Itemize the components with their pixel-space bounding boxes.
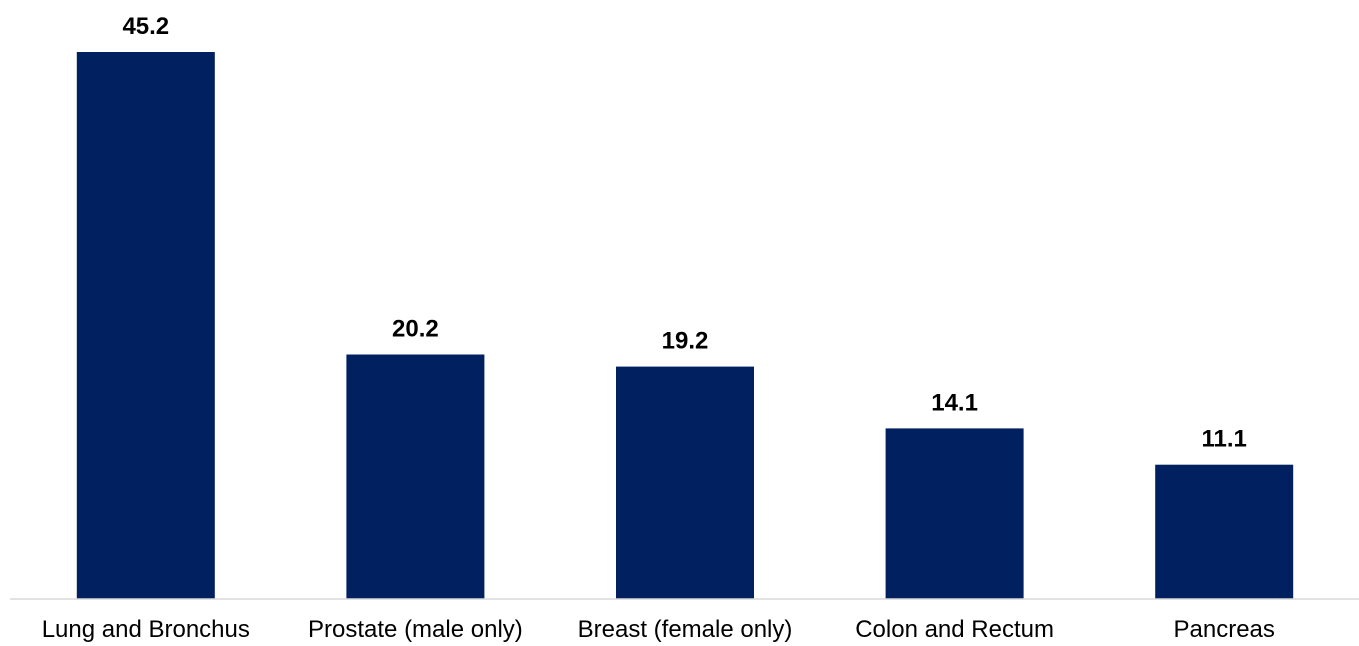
- category-tick-label: Lung and Bronchus: [42, 616, 250, 643]
- data-label: 14.1: [931, 389, 978, 416]
- bar: [885, 428, 1024, 599]
- bars-layer: [76, 52, 1294, 599]
- category-tick-label: Pancreas: [1174, 616, 1275, 643]
- data-label: 20.2: [392, 316, 439, 343]
- bar: [346, 354, 485, 599]
- category-tick-label: Breast (female only): [578, 616, 793, 643]
- category-tick-label: Prostate (male only): [308, 616, 523, 643]
- bar: [616, 366, 754, 599]
- category-labels-layer: Lung and Bronchus Prostate (male only) Bre…: [42, 616, 1275, 643]
- bar: [1155, 464, 1294, 599]
- data-label: 45.2: [122, 13, 169, 40]
- bar: [76, 52, 215, 599]
- category-tick-label: Colon and Rectum: [855, 616, 1054, 643]
- data-label: 19.2: [662, 328, 709, 355]
- data-label: 11.1: [1202, 426, 1247, 453]
- data-labels-layer: 45.2 20.2 19.2 14.1 11.1: [122, 13, 1246, 453]
